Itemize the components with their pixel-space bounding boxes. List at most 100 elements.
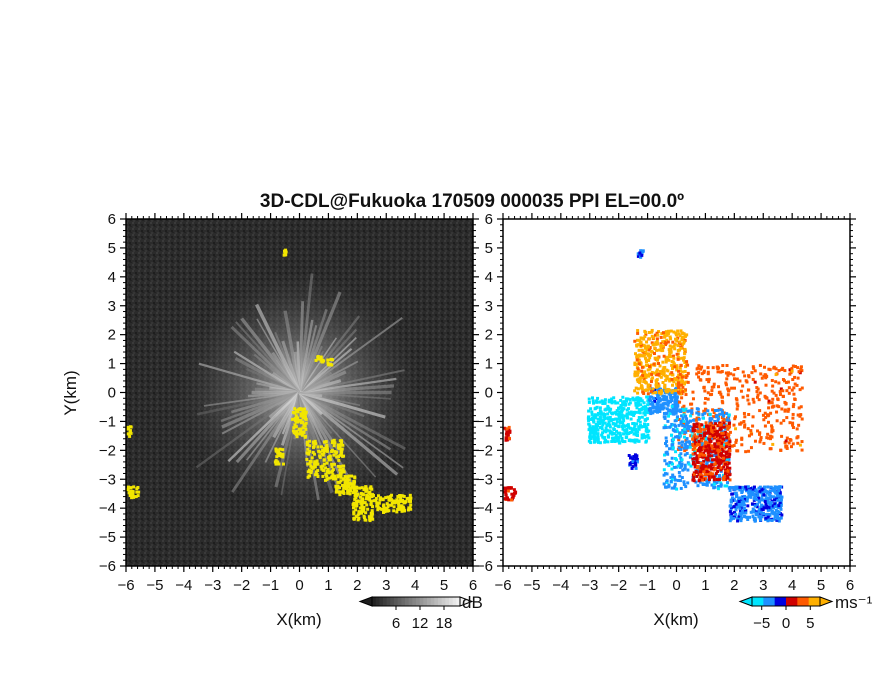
velocity-point (793, 397, 797, 401)
velocity-point (689, 464, 693, 468)
snr-highlight-cell (290, 417, 294, 421)
velocity-point (660, 390, 664, 394)
snr-highlight-cell (364, 497, 368, 501)
velocity-point (767, 406, 771, 410)
velocity-point (634, 463, 638, 467)
snr-highlight-cell (315, 472, 319, 476)
velocity-point (707, 478, 711, 482)
velocity-point (599, 412, 603, 416)
velocity-point (730, 386, 734, 390)
velocity-point (791, 416, 795, 420)
velocity-point (640, 348, 644, 352)
snr-echo-rays (179, 272, 420, 513)
velocity-point (750, 502, 754, 506)
velocity-point (769, 447, 773, 451)
velocity-point (785, 389, 789, 393)
velocity-point (720, 370, 724, 374)
velocity-point (747, 489, 751, 493)
snr-highlight-cell (343, 475, 347, 479)
velocity-point (639, 336, 643, 340)
velocity-point (624, 397, 628, 401)
velocity-point (772, 495, 776, 499)
velocity-point (665, 374, 669, 378)
velocity-point (655, 337, 659, 341)
velocity-point (695, 425, 699, 429)
velocity-point (777, 504, 781, 508)
velocity-point (755, 386, 759, 390)
snr-highlight-cell (377, 501, 381, 505)
velocity-point (762, 374, 766, 378)
velocity-point (765, 504, 769, 508)
velocity-point (640, 376, 644, 380)
snr-highlight-cell (129, 486, 133, 490)
velocity-point (738, 379, 742, 383)
velocity-point (673, 404, 677, 408)
velocity-point (649, 402, 653, 406)
velocity-point (712, 454, 716, 458)
snr-highlight-cell (126, 487, 130, 491)
velocity-point (798, 388, 802, 392)
snr-highlight-cell (353, 480, 357, 484)
velocity-point (610, 439, 614, 443)
velocity-point (613, 423, 617, 427)
snr-highlight-cell (352, 487, 356, 491)
velocity-point (639, 361, 643, 365)
snr-highlight-cell (352, 503, 356, 507)
velocity-point (671, 383, 675, 387)
velocity-point (656, 356, 660, 360)
velocity-point (772, 404, 776, 408)
velocity-point (792, 402, 796, 406)
velocity-point (635, 439, 639, 443)
snr-highlight-cell (362, 505, 366, 509)
velocity-point (693, 433, 697, 437)
velocity-point (714, 477, 718, 481)
velocity-point (732, 373, 736, 377)
velocity-point (753, 369, 757, 373)
snr-highlight-cell (338, 439, 342, 443)
velocity-point (616, 412, 620, 416)
velocity-point (702, 416, 706, 420)
velocity-point (715, 478, 719, 482)
velocity-point (697, 440, 701, 444)
velocity-point (716, 429, 720, 433)
velocity-point (636, 398, 640, 402)
velocity-point (715, 455, 719, 459)
velocity-point (716, 448, 720, 452)
velocity-point (701, 435, 705, 439)
velocity-point (739, 500, 743, 504)
velocity-point (665, 377, 669, 381)
velocity-point (732, 386, 736, 390)
snr-highlight-cell (387, 498, 391, 502)
velocity-point (700, 372, 704, 376)
velocity-point (703, 476, 707, 480)
velocity-point (655, 385, 659, 389)
velocity-point (706, 458, 710, 462)
velocity-point (727, 413, 731, 417)
velocity-point (790, 369, 794, 373)
velocity-point (648, 364, 652, 368)
velocity-point (701, 463, 705, 467)
velocity-point (725, 474, 729, 478)
snr-highlight-cell (365, 493, 369, 497)
velocity-point (680, 462, 684, 466)
velocity-point (644, 428, 648, 432)
snr-highlight-cell (348, 492, 352, 496)
snr-highlight-cell (395, 498, 399, 502)
velocity-point (682, 413, 686, 417)
velocity-point (728, 466, 732, 470)
velocity-point (587, 439, 591, 443)
velocity-point (712, 468, 716, 472)
velocity-point (657, 409, 661, 413)
velocity-point (629, 410, 633, 414)
snr-echo-ray (298, 391, 342, 478)
snr-highlight-cell (347, 490, 351, 494)
velocity-point (701, 482, 705, 486)
velocity-point (637, 359, 641, 363)
velocity-point (669, 329, 673, 333)
snr-highlight-cell (340, 450, 344, 454)
velocity-point (629, 456, 633, 460)
snr-highlight-cell (357, 511, 361, 515)
velocity-point (695, 411, 699, 415)
velocity-point (640, 365, 644, 369)
velocity-point (677, 470, 681, 474)
